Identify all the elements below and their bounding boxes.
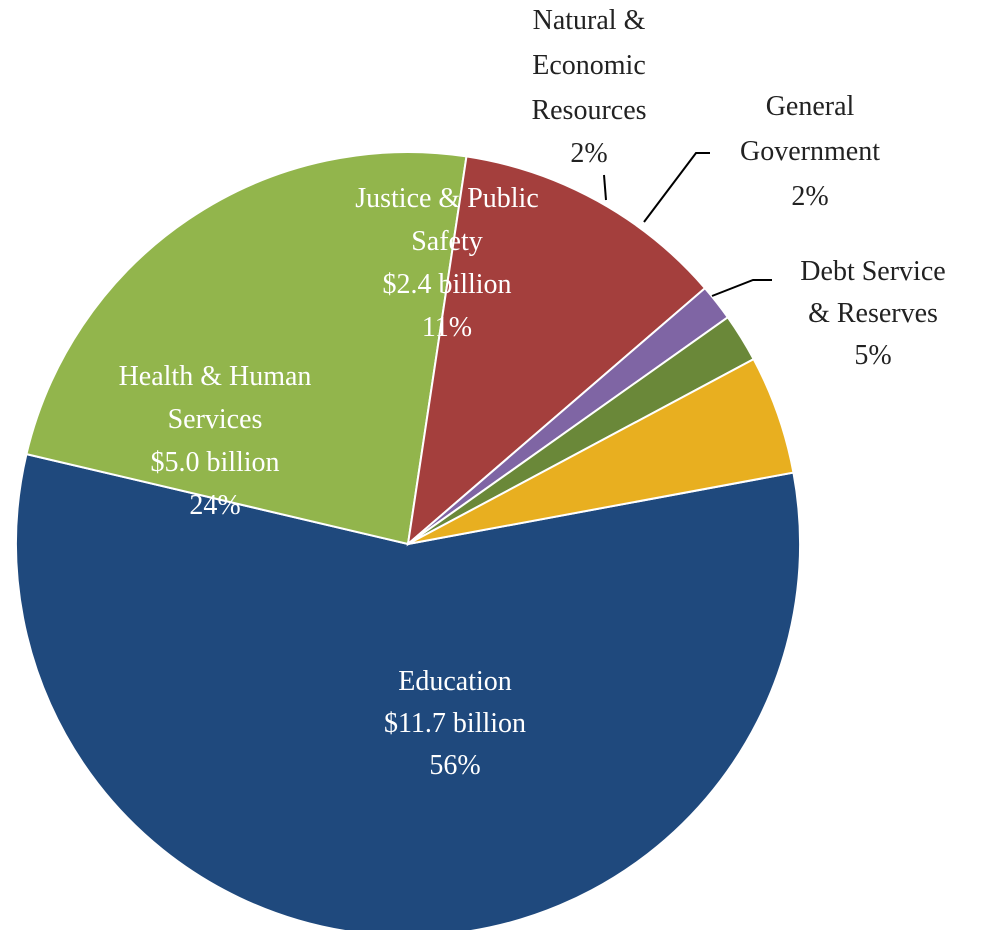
label-justice-name-1: Justice & Public: [355, 183, 539, 214]
label-debt-name-1: Debt Service: [800, 256, 945, 287]
label-justice-name-2: Safety: [411, 226, 483, 257]
label-natural: Natural & Economic Resources 2%: [531, 5, 646, 169]
label-justice-amount: $2.4 billion: [382, 269, 511, 300]
label-health-amount: $5.0 billion: [150, 447, 279, 478]
label-education-amount: $11.7 billion: [384, 708, 526, 739]
label-health-name-1: Health & Human: [119, 361, 312, 392]
label-natural-percent: 2%: [570, 138, 607, 169]
label-debt-name-2: & Reserves: [808, 298, 938, 329]
label-general-name-1: General: [766, 91, 855, 122]
label-general: General Government 2%: [740, 91, 880, 212]
label-general-name-2: Government: [740, 136, 880, 167]
label-natural-name-3: Resources: [531, 95, 646, 126]
label-justice-percent: 11%: [422, 312, 472, 343]
label-health-name-2: Services: [168, 404, 263, 435]
pie-slices: [15, 151, 801, 930]
leader-line-natural: [603, 174, 607, 201]
label-health: Health & Human Services $5.0 billion 24%: [119, 361, 312, 521]
label-debt: Debt Service & Reserves 5%: [800, 256, 945, 371]
label-education: Education $11.7 billion 56%: [384, 666, 526, 781]
slice-education: [15, 452, 801, 930]
label-debt-percent: 5%: [854, 340, 891, 371]
label-education-percent: 56%: [429, 750, 480, 781]
label-general-percent: 2%: [791, 181, 828, 212]
label-justice: Justice & Public Safety $2.4 billion 11%: [355, 183, 539, 343]
leader-lines: [603, 152, 772, 297]
leader-line-debt: [711, 279, 772, 297]
label-education-name: Education: [398, 666, 512, 697]
label-natural-name-2: Economic: [532, 50, 646, 81]
slice-health-human-services: [25, 151, 468, 546]
leader-line-general: [643, 152, 710, 223]
slice-justice-public-safety: [406, 155, 707, 547]
label-health-percent: 24%: [189, 490, 240, 521]
label-natural-name-1: Natural &: [533, 5, 646, 36]
slice-debt-service-reserves: [407, 357, 795, 545]
